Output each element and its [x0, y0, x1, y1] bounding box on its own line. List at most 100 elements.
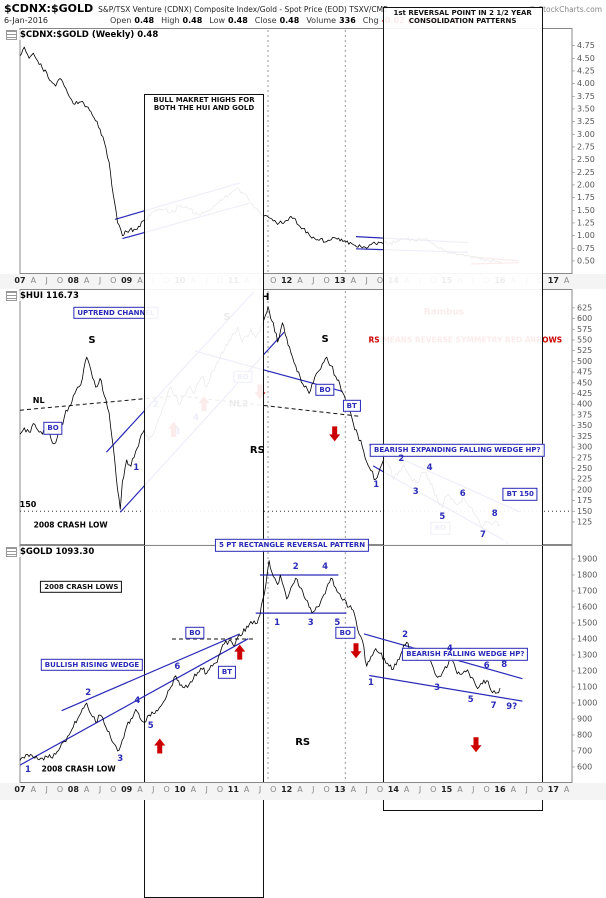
x-axis-label: O — [163, 276, 170, 285]
y-axis-label: 800 — [577, 731, 592, 740]
panel-legend: $GOLD 1093.30 — [4, 547, 97, 557]
quote-low-value: 0.48 — [228, 16, 248, 25]
y-axis-label: 550 — [577, 335, 592, 344]
quote-high-value: 0.48 — [182, 16, 203, 25]
red-down-arrow-icon — [329, 426, 341, 442]
quote-open-label: Open — [110, 16, 132, 25]
x-axis-bottom: 07 A J O 08 A J O 09 A J O 10 A J O 11 A J O 12 A J O 13 A J O 14 A J O… — [0, 783, 606, 800]
chart-header: $CDNX:$GOLD S&P/TSX Venture (CDNX) Compo… — [0, 0, 606, 28]
quote-close-value: 0.48 — [279, 16, 300, 25]
panel-border — [19, 28, 573, 274]
x-axis-label: O — [376, 276, 384, 285]
x-axis-label: O — [323, 785, 330, 794]
x-axis-label: A — [457, 785, 463, 794]
red-up-arrow-icon — [234, 644, 246, 660]
x-axis-label: A — [243, 785, 250, 794]
gold-chart-svg: 1900 1800 1700 1600 1500 1400 1300 1200 1100 1000… — [19, 545, 597, 783]
panel-border — [19, 545, 573, 783]
panel-legend: $CDNX:$GOLD (Weekly) 0.48 — [4, 30, 161, 40]
x-axis-label: 12 — [281, 276, 293, 285]
y-axis-label: 525 — [577, 346, 592, 355]
trendline — [19, 395, 359, 417]
y-axis-label: 1700 — [577, 587, 597, 596]
trendline — [61, 633, 240, 712]
trendline — [122, 202, 250, 240]
panel-legend: $HUI 116.73 — [4, 291, 81, 301]
y-axis-label: 450 — [577, 378, 592, 387]
x-axis-label: J — [258, 276, 262, 285]
y-axis-label: 2.50 — [577, 155, 595, 164]
y-axis-label: 1300 — [577, 651, 597, 660]
panel-menu-icon[interactable] — [6, 547, 17, 557]
ratio-chart-svg: 4.75 4.50 4.25 4.00 3.75 3.50 3.25 3.00 2.75 2.50… — [19, 28, 595, 274]
red-down-arrow-icon — [350, 643, 362, 659]
x-axis-label: 07 — [14, 276, 26, 285]
y-axis-label: 4.00 — [577, 79, 595, 88]
y-axis-label: 2.25 — [577, 168, 595, 177]
x-axis-label: A — [563, 785, 570, 794]
chart-date: 6-Jan-2016 — [4, 16, 48, 25]
x-axis-label: 08 — [67, 276, 79, 285]
y-axis-label: 1.50 — [577, 206, 595, 215]
x-axis-label: J — [45, 276, 48, 285]
y-axis-label: 1900 — [577, 555, 597, 564]
y-axis-label: 600 — [577, 763, 592, 772]
x-axis-label: O — [216, 785, 224, 794]
x-axis-label: J — [258, 785, 262, 794]
y-axis-label: 1.75 — [577, 193, 595, 202]
x-axis-label: J — [152, 276, 155, 285]
y-axis-label: 175 — [577, 496, 592, 505]
y-axis-label: 1800 — [577, 571, 597, 580]
panel-ratio-chart: 4.75 4.50 4.25 4.00 3.75 3.50 3.25 3.00 2.75 2.50… — [0, 28, 606, 274]
x-axis-label: O — [110, 785, 117, 794]
red-up-arrow-icon — [168, 421, 180, 437]
x-axis-label: J — [365, 276, 368, 285]
x-axis-label: A — [30, 276, 37, 285]
y-axis-label: 4.75 — [577, 41, 595, 50]
y-axis-label: 1500 — [577, 619, 597, 628]
panel-border — [19, 289, 573, 545]
quote-chg-value: -0.02 (-3.96%) — [381, 16, 446, 25]
quote-high-label: High — [161, 16, 180, 25]
panel-menu-icon[interactable] — [6, 30, 17, 40]
x-axis-label: 16 — [494, 785, 506, 794]
y-axis-label: 700 — [577, 747, 592, 756]
x-axis-label: A — [137, 785, 143, 794]
trendline — [369, 443, 521, 513]
x-axis-label: 16 — [494, 276, 506, 285]
trendline — [19, 638, 249, 766]
x-axis-label: 09 — [121, 276, 133, 285]
y-axis-label: 900 — [577, 715, 592, 724]
x-axis-label: A — [137, 276, 143, 285]
x-axis-label: J — [205, 785, 208, 794]
x-axis-label: 10 — [174, 785, 186, 794]
y-axis-label: 225 — [577, 475, 592, 484]
x-axis-label: A — [243, 276, 250, 285]
x-axis-label: A — [83, 785, 90, 794]
x-axis-label: A — [403, 276, 410, 285]
quote-volume-value: 336 — [339, 16, 356, 25]
quote-chg-label: Chg — [362, 16, 379, 25]
y-axis-label: 425 — [577, 389, 592, 398]
trendline — [194, 350, 343, 392]
hui-chart-svg: 6256005755505255004754504254003753503253… — [19, 289, 592, 545]
x-axis-label: A — [350, 276, 357, 285]
y-axis-label: 375 — [577, 410, 592, 419]
y-axis-label: 325 — [577, 432, 592, 441]
y-axis-label: 350 — [577, 421, 592, 430]
x-axis-label: A — [190, 276, 197, 285]
y-axis-label: 3.00 — [577, 130, 595, 139]
copyright: © StockCharts.com — [528, 5, 602, 14]
panel-hui-chart: 625 600 575 550 525 500 475 450 425 400 375 350 325 3… — [0, 6, 606, 898]
trendline — [105, 291, 255, 453]
y-axis-label: 125 — [577, 518, 592, 527]
x-axis-label: 15 — [441, 276, 453, 285]
x-axis-label: 14 — [387, 785, 399, 794]
panel-menu-icon[interactable] — [6, 291, 17, 301]
y-axis-label: 1600 — [577, 603, 597, 612]
y-axis-label: 625 — [577, 303, 592, 312]
x-axis-label: J — [205, 276, 208, 285]
x-axis-label: J — [365, 785, 368, 794]
x-axis-label: O — [430, 276, 437, 285]
